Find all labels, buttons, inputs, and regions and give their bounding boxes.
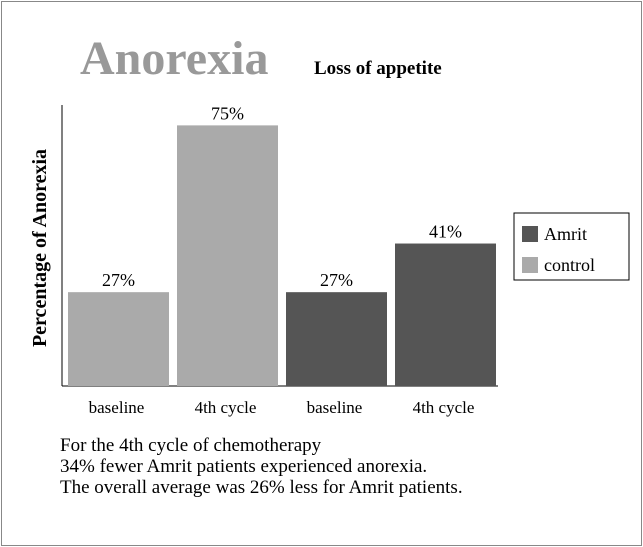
x-tick-label: 4th cycle bbox=[195, 398, 257, 417]
x-tick-label: baseline bbox=[89, 398, 145, 417]
chart-subtitle: Loss of appetite bbox=[314, 58, 442, 79]
legend-label: control bbox=[544, 255, 595, 275]
legend-swatch bbox=[522, 226, 538, 242]
x-tick-label: 4th cycle bbox=[413, 398, 475, 417]
data-label: 75% bbox=[211, 103, 244, 123]
annotation: For the 4th cycle of chemotherapy bbox=[60, 435, 322, 456]
data-label: 41% bbox=[429, 222, 462, 242]
annotation: The overall average was 26% less for Amr… bbox=[60, 477, 463, 498]
annotation: 34% fewer Amrit patients experienced ano… bbox=[60, 456, 427, 477]
data-label: 27% bbox=[102, 270, 135, 290]
legend-swatch bbox=[522, 257, 538, 273]
bar bbox=[68, 292, 169, 386]
data-label: 27% bbox=[320, 270, 353, 290]
y-axis-label: Percentage of Anorexia bbox=[29, 149, 51, 347]
bar bbox=[177, 125, 278, 386]
x-tick-label: baseline bbox=[307, 398, 363, 417]
bar bbox=[286, 292, 387, 386]
legend-label: Amrit bbox=[544, 224, 587, 244]
bar bbox=[395, 243, 496, 386]
chart-title: Anorexia bbox=[80, 32, 268, 85]
